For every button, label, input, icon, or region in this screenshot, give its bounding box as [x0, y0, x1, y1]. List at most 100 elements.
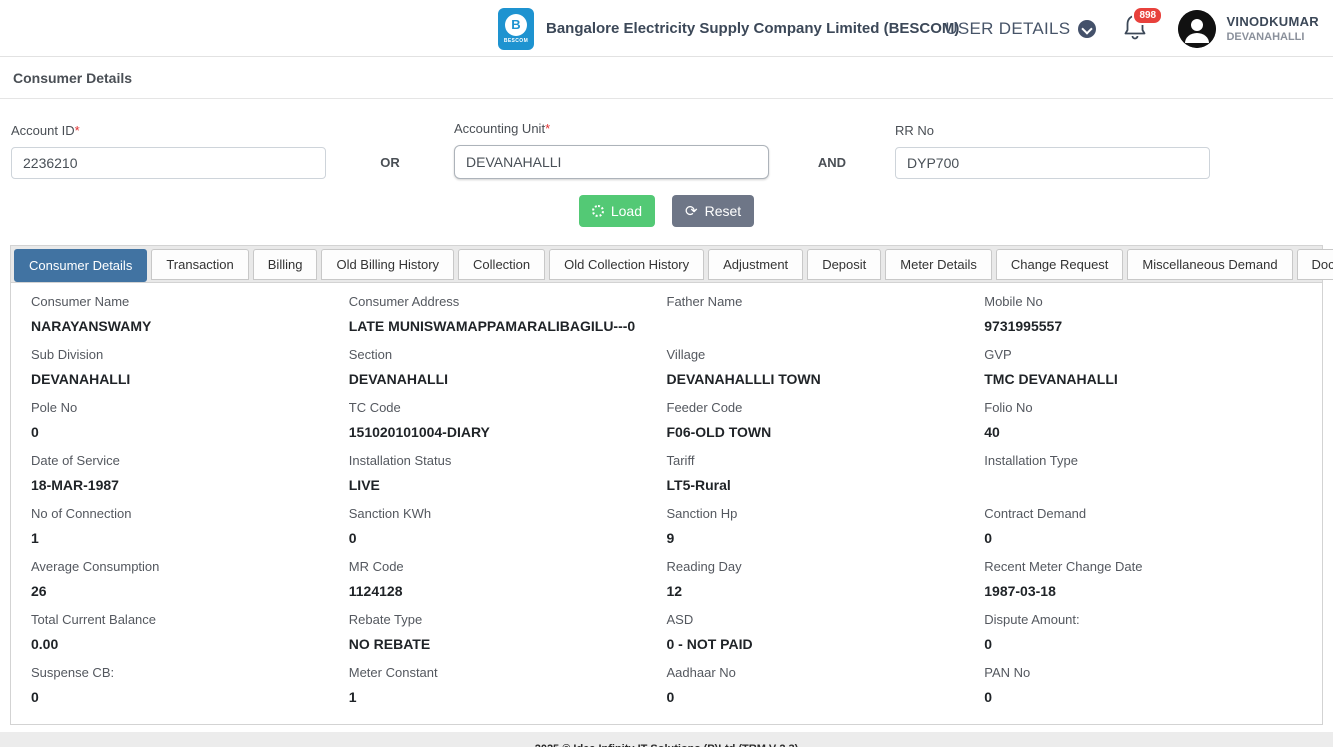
- detail-value: 0: [666, 689, 675, 705]
- footer-text: 2025 © Idea Infinity IT Solutions (P)Ltd…: [535, 743, 799, 747]
- detail-label: MR Code: [348, 559, 404, 574]
- detail-value: 0 - NOT PAID: [666, 636, 753, 652]
- consumer-panel: Consumer Details Transaction Billing Old Bi…: [10, 245, 1333, 725]
- detail-label: Tariff: [666, 453, 695, 468]
- tab-adjustment[interactable]: Adjustment: [708, 249, 804, 280]
- account-id-input[interactable]: [11, 147, 326, 179]
- detail-field: Installation Type: [984, 453, 1302, 506]
- detail-value: 9: [666, 530, 675, 546]
- detail-value: F06-OLD TOWN: [666, 424, 772, 440]
- tab-deposit[interactable]: Deposit: [807, 249, 882, 280]
- consumer-details-grid: Consumer Name NARAYANSWAMY Consumer Addres…: [11, 283, 1322, 724]
- detail-field: Installation Status LIVE: [349, 453, 667, 506]
- detail-value: 0: [31, 424, 39, 440]
- notifications-button[interactable]: 898: [1122, 5, 1164, 46]
- user-profile[interactable]: VINODKUMAR DEVANAHALLI: [1178, 9, 1319, 48]
- tab-documents[interactable]: Documents: [1296, 249, 1333, 280]
- detail-field: No of Connection 1: [31, 506, 349, 559]
- tab-meter-details[interactable]: Meter Details: [885, 249, 992, 280]
- detail-value: 0: [984, 530, 993, 546]
- detail-value: NO REBATE: [348, 636, 431, 652]
- detail-label: Average Consumption: [31, 559, 160, 574]
- detail-label: Suspense CB:: [31, 665, 115, 680]
- detail-field: Sub Division DEVANAHALLI: [31, 347, 349, 400]
- detail-field: Feeder Code F06-OLD TOWN: [667, 400, 985, 453]
- detail-label: Rebate Type: [348, 612, 423, 627]
- user-details-menu[interactable]: USER DETAILS: [945, 19, 1097, 39]
- detail-field: Consumer Address LATE MUNISWAMAPPAMARALIB…: [349, 294, 667, 347]
- detail-value: DEVANAHALLLI TOWN: [666, 371, 821, 387]
- detail-label: Dispute Amount:: [984, 612, 1080, 627]
- detail-value: TMC DEVANAHALLI: [984, 371, 1118, 387]
- detail-label: Installation Type: [984, 453, 1078, 468]
- or-label: OR: [380, 155, 400, 170]
- detail-field: Contract Demand 0: [984, 506, 1302, 559]
- detail-field: Village DEVANAHALLLI TOWN: [667, 347, 985, 400]
- detail-label: Father Name: [666, 294, 743, 309]
- detail-field: Dispute Amount: 0: [984, 612, 1302, 665]
- tab-billing[interactable]: Billing: [252, 249, 318, 280]
- detail-label: Mobile No: [984, 294, 1043, 309]
- tab-old-billing-history[interactable]: Old Billing History: [321, 249, 455, 280]
- detail-field: Tariff LT5-Rural: [667, 453, 985, 506]
- detail-field: Sanction KWh 0: [349, 506, 667, 559]
- accounting-unit-label: Accounting Unit*: [454, 121, 551, 136]
- detail-field: Section DEVANAHALLI: [349, 347, 667, 400]
- detail-label: PAN No: [984, 665, 1031, 680]
- detail-value: 1124128: [348, 583, 403, 599]
- detail-field: Total Current Balance 0.00: [31, 612, 349, 665]
- detail-label: Contract Demand: [984, 506, 1087, 521]
- detail-label: Installation Status: [348, 453, 452, 468]
- footer: 2025 © Idea Infinity IT Solutions (P)Ltd…: [0, 732, 1333, 747]
- detail-value: LATE MUNISWAMAPPAMARALIBAGILU---0: [348, 318, 636, 334]
- detail-label: Total Current Balance: [31, 612, 157, 627]
- tab-bar: Consumer Details Transaction Billing Old Bi…: [11, 246, 1333, 283]
- detail-label: Meter Constant: [348, 665, 438, 680]
- chevron-down-icon: [1078, 19, 1097, 38]
- detail-label: Consumer Name: [31, 294, 130, 309]
- account-id-label: Account ID*: [11, 123, 80, 138]
- detail-label: TC Code: [348, 400, 401, 415]
- detail-label: Pole No: [31, 400, 78, 415]
- detail-field: ASD 0 - NOT PAID: [667, 612, 985, 665]
- detail-value: 0.00: [31, 636, 59, 652]
- detail-field: Reading Day 12: [667, 559, 985, 612]
- search-form: Account ID* OR Accounting Unit* DEVANAHA…: [0, 99, 1333, 179]
- detail-field: Average Consumption 26: [31, 559, 349, 612]
- notification-count-badge: 898: [1132, 5, 1164, 25]
- detail-label: Feeder Code: [666, 400, 743, 415]
- detail-label: No of Connection: [31, 506, 132, 521]
- detail-value: 40: [984, 424, 1000, 440]
- detail-value: [984, 477, 1288, 493]
- reset-button[interactable]: ⟳ Reset: [672, 195, 755, 227]
- detail-field: Recent Meter Change Date 1987-03-18: [984, 559, 1302, 612]
- tab-collection[interactable]: Collection: [458, 249, 546, 280]
- tab-transaction[interactable]: Transaction: [151, 249, 249, 280]
- tab-old-collection-history[interactable]: Old Collection History: [549, 249, 705, 280]
- detail-value: 12: [666, 583, 683, 599]
- detail-label: Recent Meter Change Date: [984, 559, 1143, 574]
- detail-value: DEVANAHALLI: [31, 371, 131, 387]
- tab-consumer-details[interactable]: Consumer Details: [14, 249, 148, 282]
- detail-value: 151020101004-DIARY: [348, 424, 490, 440]
- detail-value: 0: [984, 689, 993, 705]
- detail-label: Village: [666, 347, 706, 362]
- rr-no-input[interactable]: [895, 147, 1210, 179]
- detail-field: Date of Service 18-MAR-1987: [31, 453, 349, 506]
- brand-title: Bangalore Electricity Supply Company Lim…: [546, 20, 960, 37]
- detail-field: Meter Constant 1: [349, 665, 667, 718]
- tab-change-request[interactable]: Change Request: [995, 249, 1124, 280]
- detail-value: 1987-03-18: [984, 583, 1056, 599]
- tab-miscellaneous-demand[interactable]: Miscellaneous Demand: [1127, 249, 1293, 280]
- detail-field: Mobile No 9731995557: [984, 294, 1302, 347]
- load-button[interactable]: Load: [578, 195, 655, 227]
- accounting-unit-select[interactable]: DEVANAHALLI: [454, 145, 769, 179]
- detail-label: Sanction Hp: [666, 506, 738, 521]
- user-location: DEVANAHALLI: [1226, 31, 1305, 43]
- detail-field: Sanction Hp 9: [667, 506, 985, 559]
- detail-value: 9731995557: [984, 318, 1063, 334]
- detail-field: Rebate Type NO REBATE: [349, 612, 667, 665]
- detail-value: DEVANAHALLI: [348, 371, 449, 387]
- detail-label: Sanction KWh: [348, 506, 432, 521]
- detail-field: Folio No 40: [984, 400, 1302, 453]
